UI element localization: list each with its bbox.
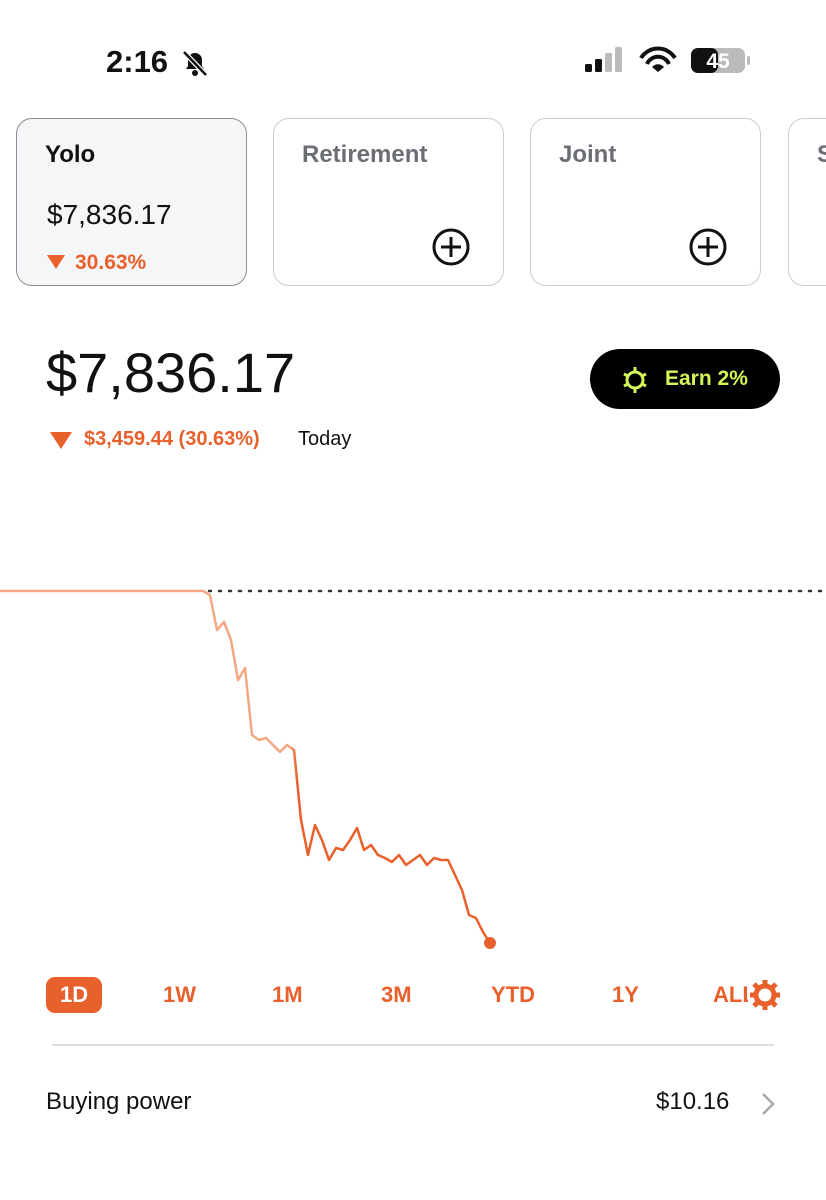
account-name: S	[817, 141, 826, 169]
account-card[interactable]: Yolo $7,836.17 30.63%	[16, 118, 247, 286]
account-name: Joint	[559, 141, 617, 168]
price-line	[0, 589, 492, 944]
account-card[interactable]: Joint	[530, 118, 761, 286]
period-label: Today	[298, 428, 352, 450]
account-name: Yolo	[45, 141, 96, 168]
status-icons: 45	[585, 46, 750, 73]
buying-power-value: $10.16	[656, 1088, 730, 1115]
account-name: Retirement	[302, 141, 428, 168]
down-arrow	[47, 255, 65, 269]
current-point	[484, 936, 496, 949]
earn-label: Earn 2%	[665, 367, 748, 390]
timeframe-button[interactable]: 3M	[381, 982, 412, 1007]
portfolio-change: $3,459.44 (30.63%)	[84, 428, 260, 450]
chevron[interactable]	[760, 1092, 776, 1116]
battery-level: 45	[706, 50, 730, 73]
account-change: 30.63%	[75, 251, 147, 274]
chart	[0, 589, 826, 949]
silent-icon	[182, 50, 208, 77]
earn-button[interactable]: Earn 2%	[590, 349, 780, 409]
divider	[52, 1044, 774, 1046]
timeframe-button[interactable]: YTD	[491, 982, 535, 1007]
account-value: $7,836.17	[47, 199, 172, 230]
add-icon[interactable]	[431, 227, 471, 267]
timeframe-button[interactable]: 1W	[163, 982, 196, 1007]
account-card[interactable]: S	[788, 118, 826, 286]
down-arrow	[50, 432, 72, 449]
timeframe-button[interactable]: 1M	[272, 982, 303, 1007]
timeframe-button[interactable]: 1D	[46, 977, 103, 1013]
account-card[interactable]: Retirement	[273, 118, 504, 286]
earn-icon	[623, 367, 647, 393]
portfolio-value: $7,836.17	[46, 341, 296, 404]
clock: 2:16	[106, 44, 169, 79]
timeframe-button[interactable]: 1Y	[612, 982, 639, 1007]
settings-icon[interactable]	[748, 978, 782, 1012]
add-icon[interactable]	[688, 227, 728, 267]
buying-power-label[interactable]: Buying power	[46, 1088, 192, 1115]
